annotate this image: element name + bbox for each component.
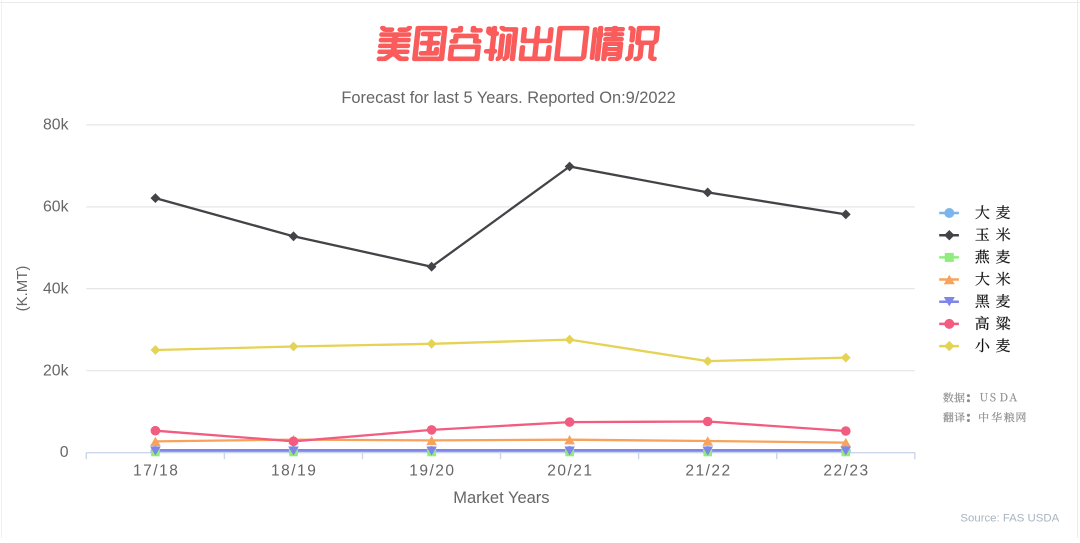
- svg-text:20k: 20k: [43, 363, 69, 380]
- svg-text:(K.MT): (K.MT): [14, 266, 31, 312]
- svg-text:20/21: 20/21: [547, 463, 593, 480]
- svg-text:Source: FAS USDA: Source: FAS USDA: [960, 513, 1059, 525]
- svg-text:18/19: 18/19: [271, 463, 317, 480]
- svg-text:Forecast for last 5 Years. Rep: Forecast for last 5 Years. Reported On:9…: [341, 89, 675, 107]
- svg-text:Market Years: Market Years: [453, 489, 549, 507]
- svg-text:80k: 80k: [43, 117, 69, 134]
- svg-text:0: 0: [60, 444, 69, 461]
- svg-text:21/22: 21/22: [685, 463, 731, 480]
- svg-text:60k: 60k: [43, 199, 69, 216]
- svg-text:40k: 40k: [43, 280, 69, 297]
- svg-text:22/23: 22/23: [823, 463, 869, 480]
- svg-text:17/18: 17/18: [133, 463, 179, 480]
- svg-text:19/20: 19/20: [409, 463, 455, 480]
